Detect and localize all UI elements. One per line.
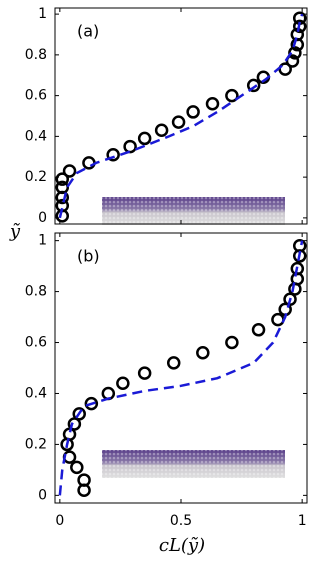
data-point: [62, 164, 77, 178]
data-point: [72, 407, 86, 421]
y-tick-label: 0.8: [25, 284, 47, 300]
data-point: [82, 156, 96, 170]
data-point: [106, 147, 120, 162]
data-point: [154, 123, 169, 138]
chart: ỹ cL(ỹ) 0 0.2 0.4 0.6 0.8 1 (a) 0 0.2 0.4 0.6 0.8 1 0…: [9, 6, 308, 556]
data-point: [246, 78, 261, 93]
y-axis-label: ỹ: [9, 221, 21, 242]
inset-image-a: [102, 197, 285, 225]
data-point: [292, 19, 307, 34]
inset-image-b: [102, 450, 285, 478]
y-tick-label: 0.2: [25, 436, 47, 452]
data-point: [196, 345, 210, 360]
fit-curve: [58, 240, 304, 496]
data-point: [55, 180, 70, 195]
data-point: [171, 115, 186, 129]
data-point: [137, 366, 152, 380]
y-tick-label: 0: [38, 487, 47, 503]
y-tick-label: 0.4: [25, 385, 47, 401]
data-point: [166, 356, 181, 370]
y-tick-label: 1: [38, 6, 47, 22]
data-point: [137, 131, 152, 146]
data-point: [55, 172, 70, 186]
data-point: [225, 88, 239, 103]
y-tick-label: 1: [38, 233, 47, 249]
y-tick-label: 0.2: [25, 169, 47, 185]
y-tick-label: 0.4: [25, 128, 47, 144]
x-tick-label: 0: [55, 513, 64, 529]
x-tick-label: 1: [298, 513, 307, 529]
y-tick-label: 0.6: [25, 335, 47, 351]
panel-label: (b): [77, 247, 100, 266]
data-point: [225, 335, 239, 350]
data-point: [84, 396, 99, 411]
panel-label: (a): [77, 22, 99, 41]
x-tick-label: 0.5: [170, 513, 192, 529]
x-axis-label: cL(ỹ): [159, 535, 205, 556]
y-tick-label: 0.6: [25, 88, 47, 104]
data-point: [288, 46, 302, 60]
data-point: [271, 312, 285, 327]
data-point: [186, 105, 200, 119]
fit-curve: [58, 13, 304, 219]
data-point: [123, 139, 137, 154]
data-point: [205, 97, 220, 111]
data-point: [116, 376, 130, 391]
data-point: [290, 261, 305, 276]
data-point: [251, 323, 266, 337]
data-point: [70, 460, 84, 475]
y-tick-label: 0.8: [25, 47, 47, 63]
y-tick-label: 0: [38, 210, 47, 226]
data-point: [77, 473, 91, 487]
